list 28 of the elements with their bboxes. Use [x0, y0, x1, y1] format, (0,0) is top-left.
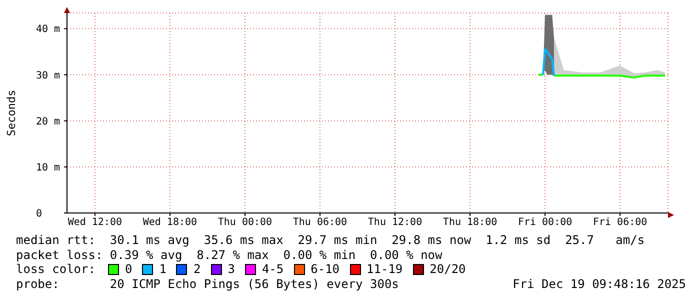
legend-label: 3: [228, 262, 235, 276]
line-series: [542, 48, 556, 77]
legend-label: 0: [125, 262, 132, 276]
y-tick-label: 40 m: [36, 24, 60, 36]
text: probe: 20 ICMP Echo Pings (56 Bytes) every 300s: [16, 276, 399, 291]
y-tick-label: 0: [36, 208, 42, 220]
y-tick-label: 10 m: [36, 162, 60, 174]
y-tick-label: 30 m: [36, 70, 60, 82]
x-tick-label: Wed 18:00: [142, 217, 198, 228]
legend-title: loss color:: [16, 262, 96, 276]
legend-label: 11-19: [366, 262, 403, 276]
x-tick-label: Thu 06:00: [292, 217, 348, 228]
text: packet loss: 0.39 % avg 8.27 % max 0.00 % min 0.00 % now: [16, 248, 444, 262]
legend-label: 4-5: [262, 262, 284, 276]
x-tick-label: Fri 00:00: [518, 217, 572, 228]
y-tick-label: 20 m: [36, 116, 60, 128]
text: median rtt: 30.1 ms avg 35.6 ms max 29.7 ms min 29.8 ms now 1.2 ms sd 25.7 am/s: [16, 233, 646, 248]
legend-label: 20/20: [430, 262, 466, 276]
x-tick-label: Thu 18:00: [442, 217, 498, 228]
text: Fri Dec 19 09:48:16 2025: [512, 276, 686, 291]
x-tick-label: Fri 06:00: [592, 217, 648, 228]
x-tick-label: Wed 12:00: [68, 217, 122, 228]
legend-label: 2: [193, 262, 201, 276]
legend-label: 6-10: [310, 262, 340, 276]
x-tick-label: Thu 12:00: [368, 217, 422, 228]
x-tick-label: Thu 00:00: [218, 217, 272, 228]
y-axis-title: Seconds: [4, 90, 18, 136]
legend-label: 1: [159, 262, 166, 276]
